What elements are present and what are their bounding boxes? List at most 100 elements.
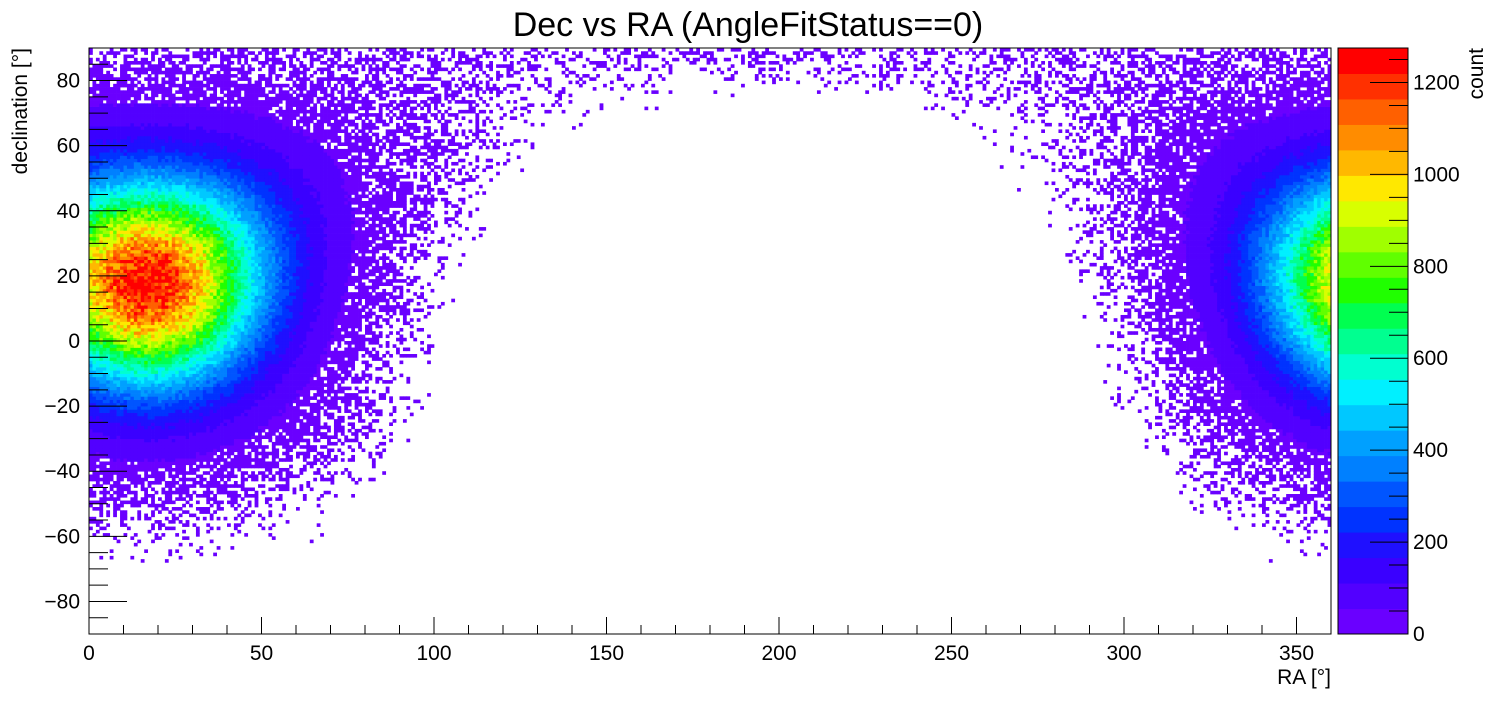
- heatmap-cell: [196, 357, 200, 361]
- heatmap-cell: [92, 139, 96, 143]
- heatmap-cell: [210, 263, 214, 267]
- heatmap-cell: [120, 328, 124, 332]
- heatmap-cell: [124, 227, 128, 231]
- heatmap-cell: [127, 321, 131, 325]
- heatmap-cell: [175, 507, 179, 511]
- heatmap-cell: [213, 110, 217, 114]
- heatmap-cell: [99, 426, 103, 430]
- heatmap-cell: [144, 152, 148, 156]
- heatmap-cell: [196, 517, 200, 521]
- heatmap-cell: [117, 439, 121, 443]
- heatmap-cell: [99, 374, 103, 378]
- heatmap-cell: [172, 276, 176, 280]
- heatmap-cell: [144, 276, 148, 280]
- heatmap-cell: [148, 178, 152, 182]
- heatmap-cell: [124, 256, 128, 260]
- heatmap-cell: [196, 230, 200, 234]
- heatmap-cell: [161, 305, 165, 309]
- heatmap-cell: [113, 185, 117, 189]
- heatmap-cell: [155, 348, 159, 352]
- heatmap-cell: [182, 263, 186, 267]
- heatmap-cell: [151, 286, 155, 290]
- heatmap-cell: [217, 474, 221, 478]
- heatmap-cell: [106, 155, 110, 159]
- heatmap-cell: [96, 315, 100, 319]
- heatmap-cell: [130, 152, 134, 156]
- heatmap-cell: [148, 126, 152, 130]
- heatmap-cell: [141, 432, 145, 436]
- heatmap-cell: [203, 162, 207, 166]
- heatmap-cell: [161, 383, 165, 387]
- heatmap-cell: [206, 133, 210, 137]
- heatmap-cell: [113, 471, 117, 475]
- heatmap-cell: [155, 299, 159, 303]
- heatmap-cell: [168, 260, 172, 264]
- heatmap-cell: [213, 263, 217, 267]
- heatmap-cell: [141, 198, 145, 202]
- heatmap-cell: [148, 517, 152, 521]
- heatmap-cell: [124, 162, 128, 166]
- heatmap-cell: [130, 123, 134, 127]
- heatmap-cell: [141, 165, 145, 169]
- heatmap-cell: [186, 325, 190, 329]
- heatmap-cell: [165, 74, 169, 78]
- heatmap-cell: [179, 432, 183, 436]
- heatmap-cell: [161, 129, 165, 133]
- heatmap-cell: [172, 282, 176, 286]
- heatmap-cell: [141, 162, 145, 166]
- heatmap-cell: [141, 159, 145, 163]
- heatmap-cell: [165, 393, 169, 397]
- heatmap-cell: [137, 253, 141, 257]
- heatmap-cell: [158, 139, 162, 143]
- heatmap-cell: [165, 432, 169, 436]
- heatmap-cell: [134, 129, 138, 133]
- heatmap-cell: [134, 211, 138, 215]
- heatmap-cell: [141, 318, 145, 322]
- heatmap-cell: [127, 380, 131, 384]
- heatmap-cell: [203, 256, 207, 260]
- heatmap-cell: [172, 377, 176, 381]
- heatmap-cell: [193, 292, 197, 296]
- heatmap-cell: [151, 474, 155, 478]
- heatmap-cell: [137, 168, 141, 172]
- heatmap-cell: [141, 224, 145, 228]
- heatmap-cell: [206, 299, 210, 303]
- heatmap-cell: [110, 136, 114, 140]
- heatmap-cell: [199, 413, 203, 417]
- heatmap-cell: [134, 146, 138, 150]
- heatmap-cell: [141, 286, 145, 290]
- heatmap-cell: [158, 68, 162, 72]
- heatmap-cell: [165, 334, 169, 338]
- heatmap-cell: [148, 221, 152, 225]
- heatmap-cell: [144, 273, 148, 277]
- heatmap-cell: [96, 260, 100, 264]
- heatmap-cell: [158, 458, 162, 462]
- heatmap-cell: [137, 201, 141, 205]
- heatmap-cell: [203, 426, 207, 430]
- heatmap-cell: [213, 279, 217, 283]
- heatmap-cell: [213, 364, 217, 368]
- heatmap-cell: [165, 129, 169, 133]
- heatmap-cell: [110, 74, 114, 78]
- heatmap-cell: [206, 269, 210, 273]
- heatmap-cell: [141, 221, 145, 225]
- heatmap-cell: [148, 217, 152, 221]
- heatmap-cell: [110, 191, 114, 195]
- heatmap-cell: [117, 429, 121, 433]
- heatmap-cell: [137, 439, 141, 443]
- heatmap-cell: [110, 461, 114, 465]
- heatmap-cell: [89, 383, 93, 387]
- heatmap-cell: [175, 237, 179, 241]
- heatmap-cell: [182, 295, 186, 299]
- heatmap-cell: [137, 224, 141, 228]
- heatmap-cell: [92, 445, 96, 449]
- heatmap-cell: [148, 334, 152, 338]
- heatmap-cell: [196, 361, 200, 365]
- heatmap-cell: [206, 429, 210, 433]
- heatmap-cell: [137, 517, 141, 521]
- heatmap-cell: [141, 129, 145, 133]
- heatmap-cell: [206, 396, 210, 400]
- heatmap-cell: [182, 344, 186, 348]
- heatmap-cell: [206, 338, 210, 342]
- heatmap-cell: [193, 374, 197, 378]
